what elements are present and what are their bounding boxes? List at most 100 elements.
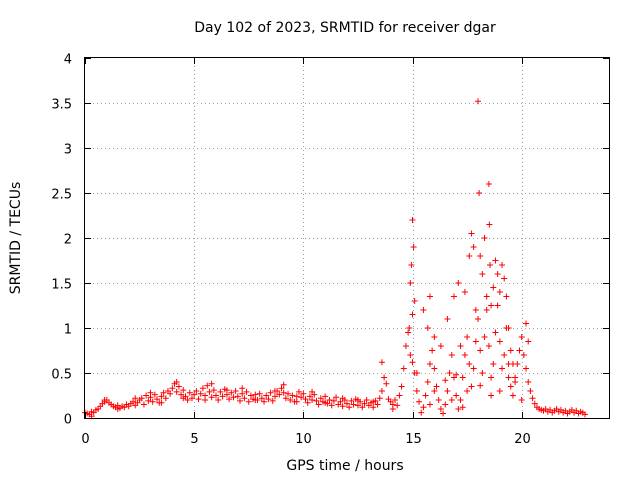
data-point: [158, 399, 165, 406]
data-point: [420, 404, 427, 411]
y-tick-label: 4: [64, 53, 72, 68]
data-point: [252, 391, 259, 398]
data-point: [389, 406, 396, 412]
data-point: [501, 275, 508, 282]
data-point: [241, 395, 248, 402]
data-point: [361, 400, 368, 407]
data-point: [407, 280, 414, 286]
data-point: [416, 398, 423, 405]
data-point: [581, 411, 588, 418]
data-point: [437, 406, 444, 412]
data-point: [409, 311, 416, 318]
data-point: [527, 388, 534, 394]
data-point: [381, 374, 388, 381]
data-point: [339, 395, 346, 402]
data-point: [461, 289, 468, 295]
data-point: [507, 347, 514, 354]
data-point: [426, 401, 433, 408]
data-point: [289, 392, 296, 399]
data-point: [477, 382, 484, 389]
data-point: [101, 397, 108, 403]
data-point: [485, 181, 492, 187]
data-point: [518, 334, 525, 340]
data-point: [479, 271, 486, 277]
data-point: [523, 365, 530, 372]
data-point: [531, 400, 538, 407]
data-point: [448, 397, 455, 403]
data-point: [278, 385, 285, 392]
data-point: [492, 329, 499, 336]
data-point: [167, 390, 174, 397]
y-tick-label: 1.5: [51, 278, 72, 293]
data-point: [195, 396, 202, 403]
data-point: [226, 396, 233, 403]
data-point: [459, 404, 466, 411]
data-point: [464, 388, 471, 394]
data-point: [410, 244, 417, 250]
data-point: [359, 404, 366, 411]
data-point: [149, 398, 156, 405]
y-tick-label: 0.5: [51, 368, 72, 383]
data-point: [239, 390, 246, 397]
data-point: [525, 338, 532, 345]
data-point: [280, 389, 287, 396]
data-point: [448, 352, 455, 358]
data-point: [409, 359, 416, 366]
data-point: [173, 379, 180, 385]
data-point: [158, 393, 165, 400]
data-point: [490, 284, 497, 291]
data-point: [466, 361, 473, 367]
data-point: [175, 383, 182, 390]
data-point: [376, 395, 383, 402]
data-point: [315, 401, 322, 408]
data-point: [258, 395, 265, 402]
data-point: [304, 399, 311, 406]
data-point: [405, 329, 412, 336]
data-point: [435, 397, 442, 403]
data-point: [204, 382, 211, 389]
data-point: [392, 397, 399, 403]
data-point: [138, 395, 145, 402]
data-point: [269, 397, 276, 404]
data-point: [267, 389, 274, 396]
data-point: [350, 401, 357, 408]
data-point: [413, 370, 420, 376]
data-point: [476, 190, 483, 196]
data-point: [523, 320, 530, 327]
data-point: [228, 389, 235, 396]
data-point: [328, 402, 335, 409]
data-point: [400, 365, 407, 372]
data-point: [219, 393, 226, 400]
data-point: [337, 398, 344, 405]
axis-ticks: 0 5 10 15 20 0 0.5 1 1.5 2 2.5 3 3.5 4: [51, 53, 609, 447]
data-point: [488, 302, 495, 309]
data-point: [475, 98, 481, 105]
data-point: [230, 394, 237, 401]
data-point: [188, 395, 195, 402]
data-point: [169, 385, 176, 392]
plot-frame: [84, 57, 610, 419]
data-point: [444, 316, 451, 322]
data-point: [293, 393, 300, 400]
data-point: [151, 391, 158, 398]
x-tick-label: 20: [514, 432, 531, 447]
data-point: [470, 244, 477, 250]
data-point: [173, 388, 180, 395]
x-tick-label: 0: [81, 432, 89, 447]
y-tick-label: 2: [64, 233, 72, 248]
data-point: [468, 383, 475, 390]
data-point: [309, 388, 316, 395]
data-point: [154, 396, 161, 403]
data-point: [507, 383, 514, 390]
data-point: [239, 385, 246, 392]
data-point: [263, 392, 270, 399]
data-point: [509, 392, 516, 399]
data-point: [245, 398, 252, 405]
data-point: [247, 392, 254, 399]
data-point: [433, 383, 440, 390]
data-point: [466, 253, 473, 259]
data-point: [215, 397, 222, 403]
data-point: [346, 404, 353, 411]
data-point: [370, 404, 377, 411]
